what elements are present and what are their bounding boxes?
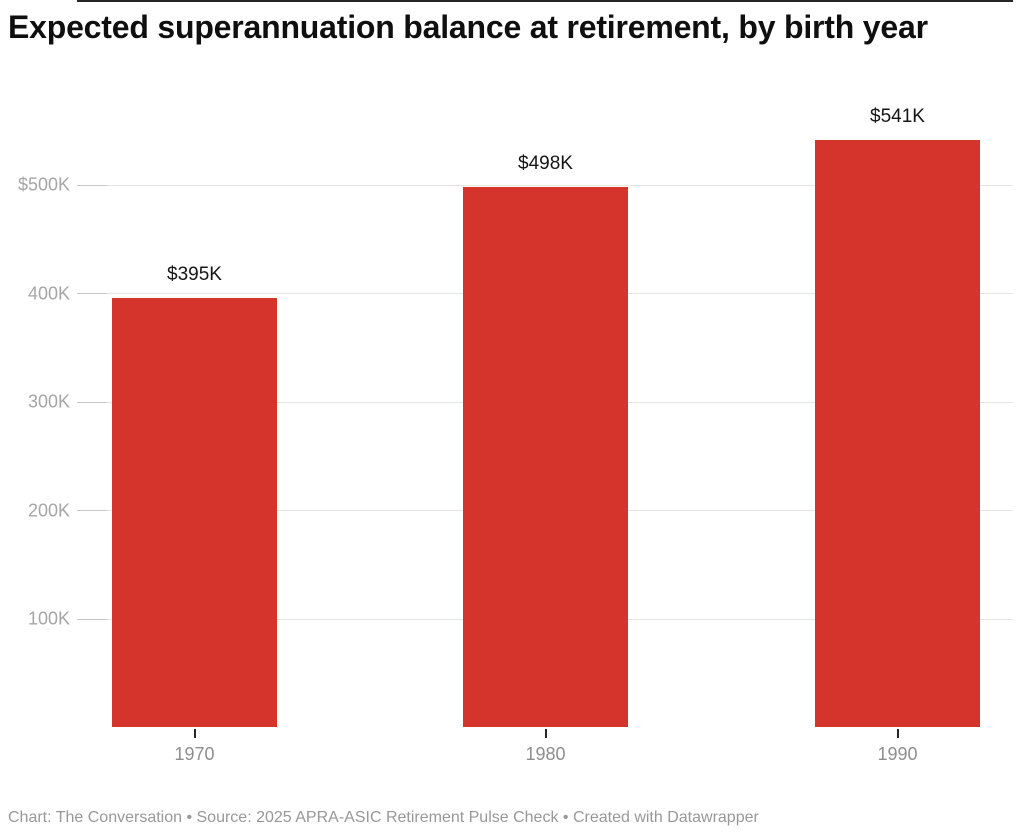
y-tick-label-300k: 300K — [27, 391, 70, 412]
bar-1990[interactable] — [815, 140, 980, 727]
y-tick-label-100k: 100K — [27, 608, 70, 629]
x-tick-label-1980: 1980 — [525, 744, 566, 764]
y-tick-mark — [77, 184, 107, 186]
bar-1980[interactable] — [463, 186, 628, 727]
y-tick-mark — [77, 618, 107, 620]
y-tick-mark — [77, 510, 107, 511]
x-tick-mark-1970 — [193, 729, 196, 738]
bar-1970[interactable] — [112, 298, 277, 727]
y-tick-mark — [77, 401, 107, 403]
x-axis-baseline — [77, 0, 1013, 2]
y-tick-mark — [77, 293, 107, 294]
x-tick-mark-1990 — [896, 729, 899, 738]
x-tick-mark-1980 — [544, 729, 547, 738]
y-tick-label-200k: 200K — [27, 500, 70, 520]
bar-value-label-1970: $395K — [167, 264, 222, 286]
y-tick-label-400k: 400K — [27, 283, 70, 303]
bar-value-label-1990: $541K — [870, 106, 925, 127]
bar-value-label-1980: $498K — [518, 152, 573, 174]
chart-footer-attribution: Chart: The Conversation • Source: 2025 A… — [8, 809, 759, 826]
gridline-500k — [77, 184, 1013, 186]
x-tick-label-1970: 1970 — [174, 744, 215, 764]
chart-title: Expected superannuation balance at retir… — [8, 9, 928, 45]
x-tick-label-1990: 1990 — [877, 744, 918, 764]
y-tick-label-500k: $500K — [17, 174, 70, 195]
